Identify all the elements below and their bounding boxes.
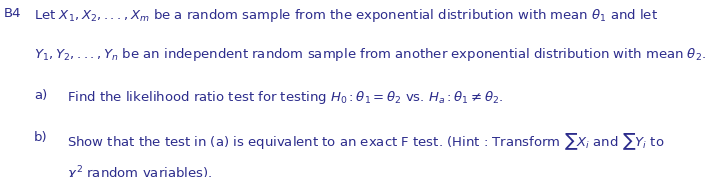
Text: $Y_1, Y_2,...,Y_n$ be an independent random sample from another exponential dist: $Y_1, Y_2,...,Y_n$ be an independent ran…: [34, 46, 706, 63]
Text: a): a): [34, 88, 47, 101]
Text: Let $X_1, X_2,...,X_m$ be a random sample from the exponential distribution with: Let $X_1, X_2,...,X_m$ be a random sampl…: [34, 7, 658, 24]
Text: Show that the test in (a) is equivalent to an exact F test. (Hint : Transform $\: Show that the test in (a) is equivalent …: [67, 131, 664, 152]
Text: b): b): [34, 131, 47, 144]
Text: $\chi^2$ random variables).: $\chi^2$ random variables).: [67, 165, 213, 177]
Text: B4: B4: [4, 7, 21, 20]
Text: Find the likelihood ratio test for testing $H_0 : \theta_1 = \theta_2$ vs. $H_a : Find the likelihood ratio test for testi…: [67, 88, 503, 105]
